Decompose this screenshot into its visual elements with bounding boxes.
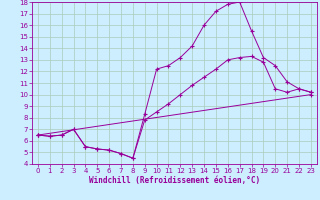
X-axis label: Windchill (Refroidissement éolien,°C): Windchill (Refroidissement éolien,°C): [89, 176, 260, 185]
